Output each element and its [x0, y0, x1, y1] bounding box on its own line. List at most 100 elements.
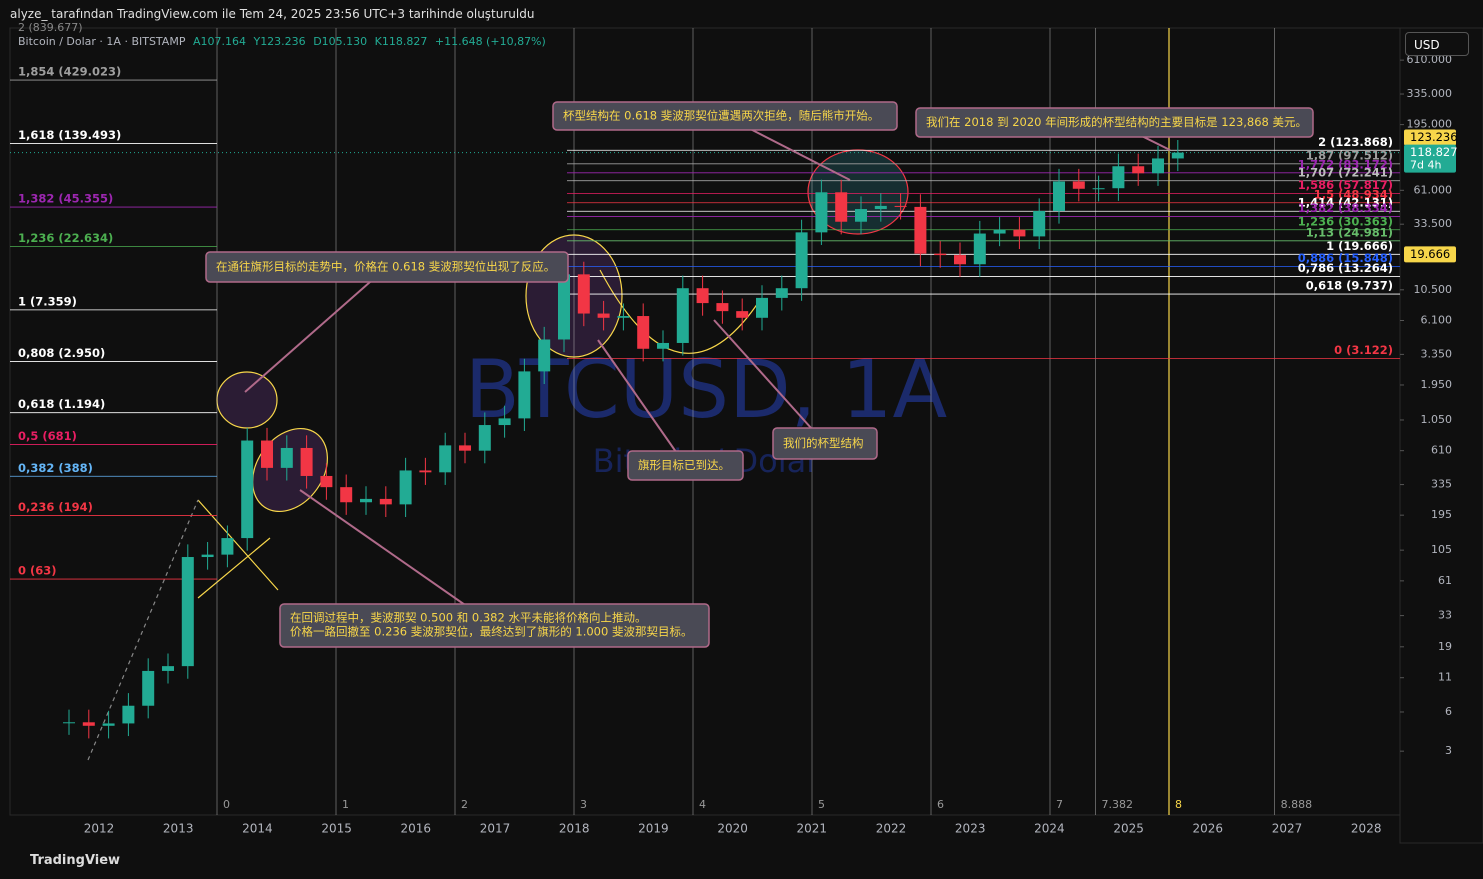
- year-label: 2021: [797, 822, 828, 836]
- candle: [1013, 229, 1026, 237]
- price-badge: [1404, 246, 1456, 263]
- top-level: 2 (839.677): [18, 21, 83, 34]
- candle: [538, 339, 551, 372]
- candle: [597, 313, 610, 318]
- symbol: Bitcoin / Dolar · 1A · BITSTAMP: [18, 35, 186, 48]
- candle: [439, 445, 452, 473]
- dashed-line: [87, 499, 199, 761]
- fib-label: 1,854 (429.023): [18, 65, 121, 79]
- year-label: 2028: [1351, 822, 1382, 836]
- brand: TradingView: [30, 853, 121, 868]
- badge-label: 19.666: [1410, 247, 1450, 261]
- candle: [1092, 188, 1105, 190]
- candle: [340, 487, 353, 503]
- time-zone-label: 8.888: [1281, 798, 1313, 811]
- fib-label: 0,618 (1.194): [18, 397, 105, 411]
- flag-cross: [197, 499, 279, 599]
- badge-label: 123.236: [1410, 130, 1458, 144]
- candle: [775, 288, 788, 298]
- fib-label: 0,5 (681): [18, 429, 77, 443]
- price-tick-label: 610: [1431, 444, 1452, 457]
- time-zone-label: 7: [1056, 798, 1063, 811]
- time-zone-label: 7.382: [1101, 798, 1133, 811]
- year-label: 2022: [876, 822, 907, 836]
- currency-button[interactable]: USD: [1405, 32, 1469, 56]
- candle: [459, 445, 471, 451]
- time-zone-label: 0: [223, 798, 230, 811]
- plot-area: [9, 27, 1401, 816]
- price-tick-label: 3: [1445, 744, 1452, 757]
- candle: [973, 233, 986, 265]
- high: Y123.236: [253, 35, 306, 48]
- fib-label: 1,382 (38.334): [1298, 201, 1393, 215]
- fib-label: 1 (19.666): [1326, 239, 1393, 253]
- candle: [577, 274, 590, 314]
- candle: [558, 274, 570, 340]
- candle: [478, 425, 491, 451]
- price-tick-label: 11: [1438, 671, 1452, 684]
- price-tick-label: 105: [1431, 543, 1452, 556]
- ellipse: [216, 371, 278, 429]
- year-label: 2012: [84, 822, 115, 836]
- price-tick-label: 335: [1431, 478, 1452, 491]
- fib-label: 2 (123.868): [1318, 135, 1393, 149]
- fib-label: 1 (7.359): [18, 294, 77, 308]
- year-label: 2026: [1193, 822, 1224, 836]
- candle: [221, 538, 234, 555]
- pointer: [713, 319, 826, 445]
- candle: [122, 705, 135, 724]
- time-zone-label: 2: [461, 798, 468, 811]
- price-tick-label: 195: [1431, 508, 1452, 521]
- candle: [954, 255, 966, 265]
- price-tick-label: 33.500: [1414, 217, 1453, 230]
- candle: [360, 498, 372, 503]
- price-tick-label: 6: [1445, 705, 1452, 718]
- low: D105.130: [313, 35, 368, 48]
- close: K118.827: [374, 35, 428, 48]
- note-text: 我们的杯型结构: [783, 436, 864, 450]
- fib-label: 1,236 (30.363): [1298, 214, 1393, 228]
- year-label: 2027: [1272, 822, 1303, 836]
- candle: [894, 205, 907, 207]
- fib-label: 0,618 (9.737): [1306, 279, 1393, 293]
- candle: [162, 666, 174, 671]
- note-box: [627, 450, 744, 481]
- candle: [815, 192, 828, 233]
- candle: [874, 205, 887, 210]
- candle: [261, 440, 273, 468]
- pointer: [597, 339, 687, 467]
- fib-label: 1,236 (22.634): [18, 231, 113, 245]
- note-text: 我们在 2018 到 2020 年间形成的杯型结构的主要目标是 123,868 …: [926, 115, 1307, 129]
- cup-curve: [599, 269, 761, 354]
- time-zone-label: 4: [699, 798, 706, 811]
- candle: [1072, 181, 1085, 189]
- price-tick-label: 1.050: [1421, 413, 1453, 426]
- time-zone-label: 5: [818, 798, 825, 811]
- pointer: [244, 266, 388, 393]
- price-tick-label: 1.950: [1421, 378, 1453, 391]
- time-zone-label: 3: [580, 798, 587, 811]
- legend: Bitcoin / Dolar · 1A · BITSTAMP A107.164…: [18, 35, 550, 48]
- candle: [855, 209, 867, 222]
- note-text: 价格一路回撤至 0.236 斐波那契位，最终达到了旗形的 1.000 斐波那契目…: [290, 625, 692, 639]
- fib-label: 1,13 (24.981): [1306, 225, 1393, 239]
- candle: [993, 229, 1006, 234]
- open: A107.164: [192, 35, 246, 48]
- badge-label: 118.827: [1410, 145, 1458, 159]
- year-label: 2024: [1034, 822, 1065, 836]
- candle: [1152, 158, 1164, 174]
- candle: [914, 206, 927, 254]
- candle: [181, 557, 194, 667]
- fib-label: 0,382 (388): [18, 461, 93, 475]
- candle: [617, 316, 630, 318]
- pointer: [299, 489, 496, 627]
- note-text: 在通往旗形目标的走势中，价格在 0.618 斐波那契位出现了反应。: [216, 260, 555, 274]
- candle: [419, 470, 432, 473]
- candle: [320, 475, 333, 488]
- year-label: 2016: [401, 822, 432, 836]
- credit: alyze_ tarafından TradingView.com ile Te…: [10, 7, 535, 21]
- fib-label: 0,786 (13.264): [1298, 261, 1393, 275]
- fib-label: 1,87 (97.512): [1306, 148, 1393, 162]
